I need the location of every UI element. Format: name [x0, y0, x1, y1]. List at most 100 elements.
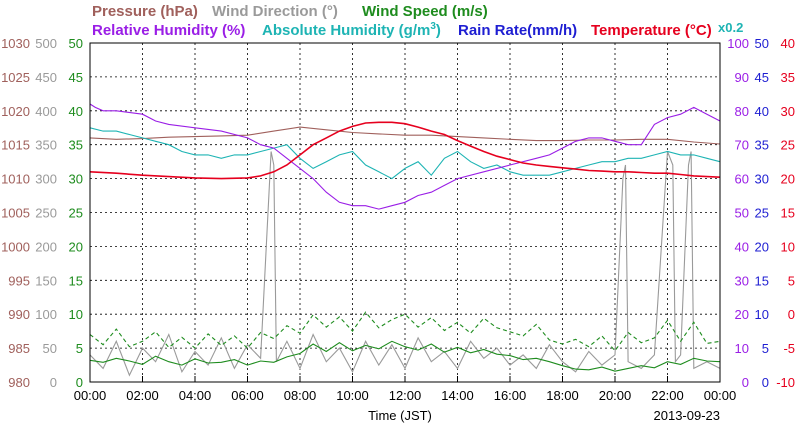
wind-speed-tick-label: 45 — [69, 70, 83, 85]
humidity-tick-label: 80 — [735, 104, 749, 119]
series-pressure-hpa — [89, 126, 721, 145]
humidity-tick-label: 100 — [727, 36, 749, 51]
temperature-tick-label: 0 — [788, 307, 795, 322]
humidity-tick-label: 0 — [742, 375, 749, 390]
pressure-tick-label: 1030 — [1, 36, 30, 51]
temperature-tick-label: -5 — [783, 341, 795, 356]
wind-speed-tick-label: 35 — [69, 138, 83, 153]
legend-scale-note: x0.2 — [718, 20, 743, 35]
pressure-tick-label: 1010 — [1, 172, 30, 187]
x-tick-label: 12:00 — [389, 388, 422, 403]
x-tick-label: 18:00 — [546, 388, 579, 403]
temperature-tick-label: 20 — [781, 172, 795, 187]
wind-direction-tick-label: 250 — [35, 206, 57, 221]
humidity-tick-label: 10 — [735, 341, 749, 356]
series-relative-humidity — [89, 103, 721, 210]
series-wind-speed-m-s-mean — [89, 340, 721, 372]
wind-speed-tick-label: 5 — [76, 341, 83, 356]
x-tick-label: 00:00 — [704, 388, 737, 403]
pressure-tick-label: 980 — [8, 375, 30, 390]
humidity-tick-label: 70 — [735, 138, 749, 153]
wind-direction-tick-label: 50 — [43, 341, 57, 356]
series-wind-direction — [89, 151, 721, 377]
pressure-tick-label: 1000 — [1, 239, 30, 254]
legend-rain-rate: Rain Rate(mm/h) — [458, 22, 577, 39]
rain-tick-label: 35 — [755, 138, 769, 153]
x-tick-label: 08:00 — [284, 388, 317, 403]
x-tick-label: 06:00 — [231, 388, 264, 403]
legend-pressure: Pressure (hPa) — [92, 3, 198, 20]
legend-wind-speed: Wind Speed (m/s) — [362, 3, 488, 20]
temperature-tick-label: 10 — [781, 239, 795, 254]
humidity-tick-label: 40 — [735, 239, 749, 254]
wind-speed-tick-label: 50 — [69, 36, 83, 51]
pressure-tick-label: 1020 — [1, 104, 30, 119]
rain-tick-label: 5 — [762, 341, 769, 356]
temperature-tick-label: 35 — [781, 70, 795, 85]
wind-direction-tick-label: 500 — [35, 36, 57, 51]
pressure-tick-label: 985 — [8, 341, 30, 356]
pressure-tick-label: 1005 — [1, 206, 30, 221]
x-tick-label: 16:00 — [494, 388, 527, 403]
wind-direction-tick-label: 350 — [35, 138, 57, 153]
temperature-tick-label: -10 — [776, 375, 795, 390]
axis-labels: 1030102510201015101010051000995990985980… — [1, 36, 795, 403]
legend-absolute-humidity: Absolute Humidity (g/m3) — [262, 21, 441, 39]
rain-tick-label: 0 — [762, 375, 769, 390]
plot-grid — [90, 43, 720, 382]
legend-temperature: Temperature (°C) — [591, 22, 712, 39]
wind-direction-tick-label: 300 — [35, 172, 57, 187]
wind-direction-tick-label: 400 — [35, 104, 57, 119]
x-tick-label: 00:00 — [74, 388, 107, 403]
rain-tick-label: 45 — [755, 70, 769, 85]
rain-tick-label: 10 — [755, 307, 769, 322]
legend-absolute-humidity-close: ) — [436, 22, 441, 39]
x-axis-label: Time (JST) — [368, 408, 432, 423]
date-label: 2013-09-23 — [654, 408, 721, 423]
wind-direction-tick-label: 100 — [35, 307, 57, 322]
temperature-tick-label: 30 — [781, 104, 795, 119]
legend-wind-direction: Wind Direction (°) — [212, 3, 338, 20]
humidity-tick-label: 20 — [735, 307, 749, 322]
rain-tick-label: 50 — [755, 36, 769, 51]
rain-tick-label: 40 — [755, 104, 769, 119]
wind-speed-tick-label: 25 — [69, 206, 83, 221]
wind-speed-tick-label: 10 — [69, 307, 83, 322]
x-tick-label: 04:00 — [179, 388, 212, 403]
legend-absolute-humidity-sup: 3 — [430, 21, 436, 32]
humidity-tick-label: 60 — [735, 172, 749, 187]
temperature-tick-label: 5 — [788, 273, 795, 288]
x-tick-label: 22:00 — [651, 388, 684, 403]
pressure-tick-label: 990 — [8, 307, 30, 322]
rain-tick-label: 20 — [755, 239, 769, 254]
rain-tick-label: 15 — [755, 273, 769, 288]
series-absolute-humidity-g-m3 — [89, 127, 721, 180]
temperature-tick-label: 15 — [781, 206, 795, 221]
wind-direction-tick-label: 450 — [35, 70, 57, 85]
humidity-tick-label: 30 — [735, 273, 749, 288]
x-tick-label: 10:00 — [336, 388, 369, 403]
series-wind-speed-m-s-gust — [89, 311, 721, 352]
x-tick-label: 02:00 — [126, 388, 159, 403]
wind-direction-tick-label: 150 — [35, 273, 57, 288]
humidity-tick-label: 90 — [735, 70, 749, 85]
wind-direction-tick-label: 200 — [35, 239, 57, 254]
rain-tick-label: 30 — [755, 172, 769, 187]
legend-absolute-humidity-text: Absolute Humidity (g/m — [262, 22, 430, 39]
wind-speed-tick-label: 15 — [69, 273, 83, 288]
wind-speed-tick-label: 30 — [69, 172, 83, 187]
temperature-tick-label: 40 — [781, 36, 795, 51]
series-temperature-c — [89, 121, 721, 180]
legend-relative-humidity: Relative Humidity (%) — [92, 22, 245, 39]
humidity-tick-label: 50 — [735, 206, 749, 221]
wind-direction-tick-label: 0 — [50, 375, 57, 390]
x-tick-label: 14:00 — [441, 388, 474, 403]
pressure-tick-label: 1015 — [1, 138, 30, 153]
wind-speed-tick-label: 40 — [69, 104, 83, 119]
wind-speed-tick-label: 0 — [76, 375, 83, 390]
rain-tick-label: 25 — [755, 206, 769, 221]
pressure-tick-label: 995 — [8, 273, 30, 288]
x-tick-label: 20:00 — [599, 388, 632, 403]
temperature-tick-label: 25 — [781, 138, 795, 153]
